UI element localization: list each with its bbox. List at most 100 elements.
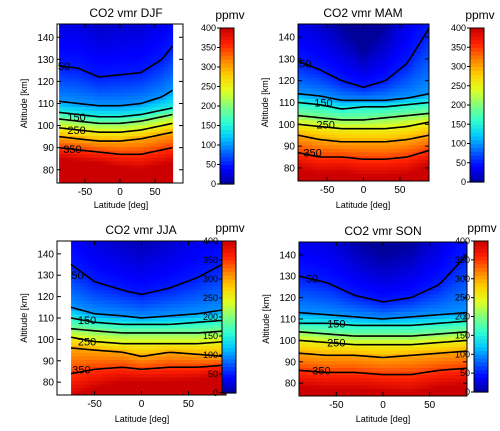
heatmap-cell [350,152,354,157]
heatmap-cell [64,164,68,170]
y-tick-label: 130 [278,54,295,65]
heatmap-cell [98,300,103,305]
heatmap-cell [122,67,126,72]
heatmap-cell [91,157,95,162]
heatmap-cell [385,113,389,118]
heatmap-cell [61,34,65,40]
heatmap-cell [132,52,136,58]
heatmap-cell [405,63,410,68]
heatmap-cell [142,110,146,115]
heatmap-cell [102,255,107,260]
heatmap-cell [77,388,83,393]
heatmap-cell [144,161,148,166]
heatmap-cell [112,300,117,305]
heatmap-cell [147,45,151,50]
heatmap-cell [373,38,378,43]
heatmap-cell [359,141,363,146]
heatmap-cell [126,283,131,288]
heatmap-cell [59,157,63,162]
heatmap-cell [414,134,418,139]
heatmap-cell [86,56,90,61]
heatmap-cell [344,109,349,114]
heatmap-cell [154,110,158,115]
colorbar-segment [470,54,484,60]
heatmap-cell [382,48,386,54]
heatmap-cell [124,60,128,65]
heatmap-cell [359,123,363,129]
heatmap-cell [106,107,111,112]
heatmap-cell [96,81,101,87]
heatmap-cell [347,131,351,136]
heatmap-cell [405,98,410,104]
heatmap-cell [152,179,156,183]
heatmap-cell [79,70,83,76]
colorbar-segment [220,70,234,76]
heatmap-cell [359,66,363,71]
heatmap-cell [144,31,148,36]
heatmap-cell [382,52,386,57]
heatmap-cell [426,123,429,129]
heatmap-cell [312,95,317,100]
heatmap-cell [423,102,427,107]
heatmap-cell [117,45,121,50]
heatmap-cell [347,41,351,47]
heatmap-cell [96,89,101,94]
heatmap-cell [112,262,117,267]
heatmap-cell [132,56,136,61]
heatmap-cell [84,172,88,177]
heatmap-cell [332,48,337,54]
heatmap-cell [162,38,166,43]
heatmap-cell [105,363,110,368]
heatmap-cell [167,179,171,183]
heatmap-cell [321,91,325,96]
heatmap-cell [327,109,331,114]
heatmap-cell [312,148,317,154]
heatmap-cell [105,328,110,333]
heatmap-cell [134,114,138,119]
heatmap-cell [330,38,334,43]
heatmap-cell [359,145,363,150]
heatmap-cell [423,84,427,89]
heatmap-cell [137,125,141,130]
heatmap-cell [324,59,328,64]
heatmap-cell [127,89,131,94]
heatmap-cell [367,63,372,68]
heatmap-cell [347,34,351,39]
heatmap-cell [324,77,328,82]
heatmap-cell [74,262,79,267]
colorbar-label: ppmv [215,8,244,22]
heatmap-cell [318,177,322,181]
heatmap-cell [132,63,136,68]
heatmap-cell [99,157,103,162]
heatmap-cell [312,31,317,36]
heatmap-cell [91,143,95,148]
heatmap-cell [167,139,171,144]
heatmap-cell [159,34,164,40]
heatmap-cell [167,168,171,173]
heatmap-cell [84,34,88,40]
heatmap-cell [102,279,107,284]
heatmap-cell [394,159,398,164]
heatmap-cell [98,388,103,393]
heatmap-cell [109,107,113,112]
heatmap-cell [71,161,75,166]
heatmap-cell [318,91,322,96]
heatmap-cell [106,161,111,166]
heatmap-cell [327,73,331,79]
heatmap-cell [356,127,360,132]
heatmap-cell [388,63,392,68]
heatmap-cell [139,110,143,115]
heatmap-cell [306,113,311,118]
heatmap-cell [350,88,354,93]
heatmap-cell [108,304,113,309]
heatmap-cell [373,45,378,50]
heatmap-cell [117,31,121,36]
heatmap-cell [79,45,83,50]
heatmap-cell [81,42,85,47]
heatmap-cell [132,60,136,65]
heatmap-cell [309,88,314,93]
heatmap-cell [359,134,363,139]
heatmap-cell [115,244,120,249]
heatmap-cell [318,113,322,118]
heatmap-cell [108,276,113,281]
